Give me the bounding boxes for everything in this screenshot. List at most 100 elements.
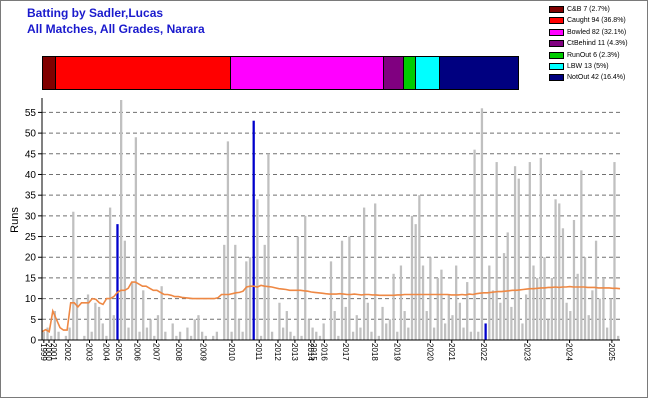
legend-swatch	[549, 74, 564, 82]
batting-average-line	[41, 281, 621, 333]
innings-bar	[410, 215, 414, 340]
innings-bar	[565, 302, 568, 340]
dismissal-segment	[231, 57, 384, 89]
innings-bar	[333, 311, 336, 340]
innings-bar	[524, 294, 528, 340]
innings-bar	[572, 220, 576, 340]
year-label: 2019	[393, 343, 402, 361]
innings-bar	[583, 257, 587, 340]
year-label: 2003	[85, 343, 94, 361]
innings-bar	[617, 335, 620, 340]
y-tick-label: 0	[30, 336, 36, 347]
innings-bar	[171, 323, 174, 340]
innings-bar	[311, 327, 314, 340]
innings-bar	[178, 331, 182, 340]
innings-bar	[477, 331, 480, 340]
innings-bar	[355, 315, 358, 340]
innings-bar	[307, 319, 311, 340]
innings-bar	[366, 302, 369, 340]
innings-bar	[609, 298, 612, 340]
innings-bar	[322, 323, 325, 340]
innings-bar	[68, 327, 71, 340]
innings-bar	[64, 335, 68, 340]
innings-bar	[142, 290, 145, 340]
y-tick-label: 10	[25, 294, 37, 305]
innings-bar	[421, 265, 425, 340]
chart-title: Batting by Sadler,Lucas	[27, 6, 164, 20]
year-label: 2022	[479, 343, 488, 361]
innings-bar	[528, 162, 531, 340]
innings-bar	[396, 331, 399, 340]
innings-bar	[602, 277, 605, 340]
innings-bar	[469, 331, 473, 340]
legend-label: RunOut 6 (2.3%)	[567, 51, 620, 59]
innings-bar	[337, 335, 340, 340]
innings-bar	[212, 335, 215, 340]
innings-bar	[296, 236, 300, 340]
innings-bar	[42, 331, 45, 340]
innings-bar	[267, 153, 270, 340]
innings-bar	[591, 290, 594, 340]
innings-bar	[285, 311, 288, 340]
y-tick-label: 20	[25, 253, 37, 264]
innings-bar	[510, 306, 513, 340]
dismissal-segment	[415, 57, 440, 89]
y-tick-label: 5	[30, 315, 36, 326]
legend-label: Caught 94 (36.8%)	[567, 17, 626, 25]
innings-bar	[499, 302, 502, 340]
chart-subtitle: All Matches, All Grades, Narara	[27, 22, 205, 36]
innings-bar	[569, 311, 572, 340]
year-label: 2016	[319, 343, 328, 361]
innings-bar	[278, 302, 281, 340]
innings-bar	[348, 236, 351, 340]
year-label: 2009	[199, 343, 208, 361]
innings-bar	[270, 331, 274, 340]
innings-bar	[488, 265, 491, 340]
innings-bar	[116, 224, 119, 340]
innings-bar	[425, 311, 428, 340]
innings-bar	[532, 265, 535, 340]
innings-bar	[429, 257, 432, 340]
innings-bar	[300, 335, 303, 340]
year-label: 1999	[39, 343, 48, 361]
innings-bar	[193, 319, 196, 340]
innings-bar	[414, 224, 417, 340]
innings-bar	[561, 228, 565, 340]
innings-bar	[186, 327, 189, 340]
y-tick-label: 50	[25, 129, 37, 140]
year-label: 2002	[63, 343, 72, 361]
innings-bar	[381, 306, 384, 340]
innings-bar	[466, 282, 469, 340]
innings-bar	[318, 335, 322, 340]
year-label: 2010	[227, 343, 236, 361]
y-tick-label: 15	[25, 273, 37, 284]
innings-bar	[388, 319, 392, 340]
innings-bar	[134, 137, 138, 340]
innings-bar	[57, 331, 60, 340]
innings-bar	[50, 335, 53, 340]
innings-bar	[204, 335, 207, 340]
innings-bar	[443, 323, 447, 340]
innings-bar	[385, 323, 388, 340]
innings-bar	[547, 319, 550, 340]
innings-bar	[97, 306, 101, 340]
innings-bar	[550, 277, 554, 340]
innings-bar	[554, 199, 557, 340]
innings-bar	[432, 327, 436, 340]
innings-bar	[340, 240, 344, 340]
innings-bar	[175, 335, 178, 340]
innings-bar	[127, 327, 130, 340]
innings-bar	[156, 315, 160, 340]
innings-bar	[598, 298, 601, 340]
innings-bar	[587, 315, 590, 340]
innings-bar	[392, 273, 395, 340]
innings-bar	[160, 286, 163, 340]
innings-bar	[543, 257, 546, 340]
year-label: 2025	[607, 343, 616, 361]
innings-bar	[418, 195, 421, 340]
innings-bar	[223, 244, 226, 340]
innings-bar	[245, 261, 248, 340]
year-label: 2001	[49, 343, 58, 361]
year-label: 2008	[174, 343, 183, 361]
